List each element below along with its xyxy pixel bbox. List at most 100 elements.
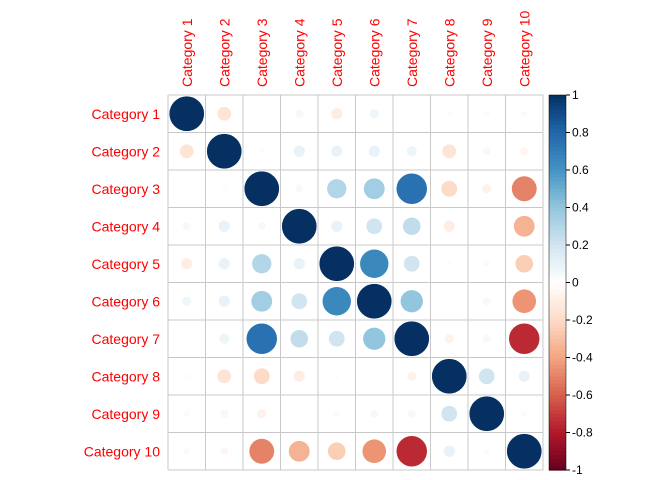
colorbar-segment — [549, 458, 566, 464]
colorbar-segment — [549, 211, 566, 216]
corr-circle-4-1 — [182, 222, 191, 231]
colorbar-tick-label: 0.2 — [572, 238, 589, 252]
colorbar-segment — [549, 230, 566, 235]
corr-circle-2-7 — [406, 146, 417, 157]
corr-circle-3-10 — [511, 176, 537, 202]
row-labels: Category 1 Category 2 Category 3 Category 4… — [84, 106, 160, 460]
colorbar-segment — [549, 357, 566, 362]
column-label: Category 2 — [216, 18, 232, 87]
colorbar-segment — [549, 432, 566, 437]
colorbar-segment — [549, 350, 566, 355]
corr-circle-1-1 — [168, 95, 205, 132]
row-label: Category 9 — [92, 406, 161, 422]
corr-circle-6-3 — [251, 290, 273, 312]
column-label: Category 9 — [479, 18, 495, 87]
colorbar-segment — [549, 181, 566, 186]
corr-circle-4-4 — [281, 208, 318, 245]
corr-circle-9-1 — [183, 410, 190, 417]
colorbar-segment — [549, 275, 566, 280]
corr-circle-5-4 — [293, 258, 305, 270]
corr-circle-9-8 — [441, 405, 458, 422]
colorbar-segment — [549, 387, 566, 392]
corr-circle-8-10 — [518, 370, 530, 382]
corr-circle-5-6 — [360, 249, 389, 278]
colorbar-segment — [549, 286, 566, 291]
corr-circle-10-1 — [183, 448, 190, 455]
colorbar-segment — [549, 95, 566, 100]
colorbar-tick-label: 0.6 — [572, 163, 589, 177]
corr-circle-5-2 — [218, 258, 230, 270]
corr-circle-10-2 — [220, 447, 229, 456]
corr-circle-1-10 — [521, 110, 528, 117]
colorbar-segment — [549, 151, 566, 156]
colorbar-segment — [549, 237, 566, 242]
corr-circle-8-1 — [184, 373, 190, 379]
corr-circle-7-5 — [328, 330, 345, 347]
colorbar-segment — [549, 226, 566, 231]
row-label: Category 7 — [92, 331, 161, 347]
colorbar-segment — [549, 462, 566, 467]
corr-circle-4-7 — [402, 217, 421, 236]
corr-circle-2-8 — [442, 144, 457, 159]
corr-circle-3-3 — [243, 170, 280, 207]
colorbar-segment — [549, 443, 566, 449]
colorbar-tick-label: -1 — [572, 463, 583, 477]
corr-circle-6-6 — [356, 283, 393, 320]
colorbar-segment — [549, 383, 566, 389]
colorbar-segment — [549, 395, 566, 400]
colorbar-segment — [549, 346, 566, 351]
colorbar-segment — [549, 331, 566, 336]
corr-circle-6-9 — [482, 297, 491, 306]
corr-circle-10-5 — [327, 442, 346, 461]
corr-circle-2-6 — [368, 145, 380, 157]
column-label: Category 4 — [291, 18, 307, 87]
colorbar-segment — [549, 290, 566, 295]
corr-circle-4-6 — [366, 218, 383, 235]
corr-circle-10-4 — [288, 440, 310, 462]
corr-circle-9-6 — [370, 409, 379, 418]
colorbar-segment — [549, 335, 566, 340]
corr-circle-3-4 — [295, 184, 304, 193]
corr-circle-9-2 — [220, 409, 229, 418]
colorbar-segment — [549, 312, 566, 317]
colorbar-segment — [549, 327, 566, 332]
colorbar-segment — [549, 106, 566, 111]
colorbar-segment — [549, 267, 566, 272]
correlation-circles — [168, 95, 543, 470]
colorbar-segment — [549, 98, 566, 104]
colorbar-segment — [549, 436, 566, 441]
colorbar-tick-label: -0.2 — [572, 313, 593, 327]
corr-circle-6-5 — [322, 287, 351, 316]
corr-circle-5-3 — [252, 254, 272, 274]
colorbar-segment — [549, 102, 566, 107]
column-labels: Category 1 Category 2 Category 3 Category 4… — [179, 11, 533, 87]
corr-circle-8-9 — [478, 368, 495, 385]
colorbar-tick-label: -0.4 — [572, 351, 593, 365]
corr-circle-8-5 — [334, 373, 340, 379]
row-label: Category 4 — [92, 218, 161, 234]
colorbar-segment — [549, 166, 566, 171]
corr-circle-7-4 — [290, 329, 309, 348]
colorbar-segment — [549, 282, 566, 287]
corr-circle-4-8 — [443, 220, 455, 232]
colorbar-segment — [549, 368, 566, 374]
colorbar-segment — [549, 192, 566, 197]
corr-circle-2-9 — [482, 147, 491, 156]
colorbar-segment — [549, 260, 566, 265]
corr-circle-8-8 — [431, 358, 468, 395]
colorbar-segment — [549, 398, 566, 404]
corr-circle-6-1 — [182, 296, 192, 306]
corr-circle-7-10 — [508, 323, 540, 355]
colorbar-segment — [549, 218, 566, 224]
colorbar-segment — [549, 263, 566, 269]
colorbar-segment — [549, 320, 566, 325]
row-label: Category 5 — [92, 256, 161, 272]
row-label: Category 6 — [92, 293, 161, 309]
colorbar-segment — [549, 256, 566, 261]
colorbar-segment — [549, 417, 566, 422]
colorbar-segment — [549, 455, 566, 460]
corr-circle-3-5 — [327, 179, 347, 199]
corr-circle-10-3 — [249, 438, 275, 464]
corr-circle-10-8 — [443, 445, 455, 457]
column-label: Category 1 — [179, 18, 195, 87]
